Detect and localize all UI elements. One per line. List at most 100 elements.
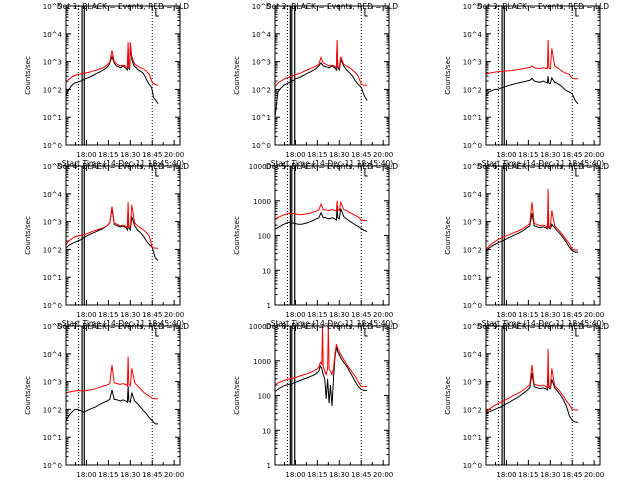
y-tick-label: 10^5	[463, 323, 482, 331]
detector-panel-8: 1 10 100 1000 10000 18:00 18:15 18:30 18:45 20:00…	[233, 322, 398, 480]
x-tick-label: 18:30	[120, 471, 140, 479]
y-axis-label: Counts/sec	[444, 376, 452, 415]
y-tick-label: 10^3	[463, 59, 482, 67]
y-tick-label: 10^3	[43, 59, 62, 67]
x-tick-label: 18:30	[120, 311, 140, 319]
y-tick-label: 10^4	[463, 31, 483, 39]
y-tick-label: 10^3	[43, 379, 62, 387]
corner-marker	[364, 168, 368, 177]
events-series-line	[275, 206, 368, 232]
x-tick-label: 18:15	[518, 471, 538, 479]
y-tick-label: 10^0	[463, 302, 482, 310]
y-tick-label: 10^3	[43, 219, 62, 227]
corner-marker	[575, 328, 579, 337]
x-tick-label: 18:45	[142, 471, 162, 479]
panel-title: Det 1: BLACK = Events, RED = LLD	[57, 2, 189, 11]
y-tick-label: 100	[258, 233, 271, 241]
y-tick-label: 10^4	[463, 351, 483, 359]
y-tick-label: 10^4	[463, 191, 483, 199]
events-series-line	[66, 208, 159, 261]
y-tick-label: 1000	[253, 198, 271, 206]
y-tick-label: 1000	[253, 358, 271, 366]
x-tick-label: 18:00	[285, 471, 305, 479]
y-tick-label: 10^2	[252, 86, 271, 94]
detector-panel-4: 10^010^110^210^310^410^518:00 18:15 18:30 1…	[24, 162, 189, 328]
x-tick-label: 18:15	[98, 151, 118, 159]
y-tick-label: 10^3	[252, 59, 271, 67]
panel-title: Det 5: BLACK = Events, RED = LLD	[266, 162, 398, 171]
events-series-line	[66, 385, 159, 425]
corner-marker	[364, 328, 368, 337]
x-tick-label: 18:15	[98, 311, 118, 319]
y-tick-label: 10000	[249, 323, 271, 331]
y-tick-label: 10000	[249, 163, 271, 171]
panel-title: Det 7: BLACK = Events, RED = LLD	[57, 322, 189, 331]
x-tick-label: 20:00	[164, 311, 184, 319]
x-tick-label: 18:00	[76, 471, 96, 479]
corner-marker	[155, 168, 159, 177]
panel-title: Det 9: BLACK = Events, RED = LLD	[477, 322, 609, 331]
events-series-line	[486, 368, 579, 423]
x-tick-label: 20:00	[373, 471, 393, 479]
corner-marker	[575, 8, 579, 17]
x-tick-label: 20:00	[584, 311, 604, 319]
lld-series-line	[275, 326, 368, 388]
y-tick-label: 10^2	[463, 406, 482, 414]
y-tick-label: 10^2	[463, 86, 482, 94]
x-axis-label: Start Time (14-Dec-11 18:45:40)	[62, 159, 184, 168]
x-axis-label: Start Time (14-Dec-11 18:45:40)	[62, 319, 184, 328]
x-tick-label: 18:00	[496, 311, 516, 319]
x-tick-label: 18:30	[540, 151, 560, 159]
x-tick-label: 18:15	[518, 151, 538, 159]
x-tick-label: 18:00	[285, 151, 305, 159]
x-tick-label: 18:00	[285, 311, 305, 319]
y-tick-label: 10^1	[252, 114, 271, 122]
y-axis-label: Counts/sec	[444, 56, 452, 95]
lld-series-line	[486, 39, 579, 80]
x-tick-label: 18:00	[76, 311, 96, 319]
plot-frame	[485, 5, 601, 146]
plot-frame	[485, 165, 601, 306]
x-tick-label: 20:00	[164, 471, 184, 479]
y-tick-label: 100	[258, 393, 271, 401]
panel-title: Det 6: BLACK = Events, RED = LLD	[477, 162, 609, 171]
x-tick-label: 18:45	[142, 151, 162, 159]
plot-frame	[274, 325, 390, 466]
y-tick-label: 10^4	[43, 351, 63, 359]
y-tick-label: 10^5	[43, 3, 62, 11]
x-tick-label: 18:15	[307, 151, 327, 159]
y-tick-label: 10^2	[463, 246, 482, 254]
x-tick-label: 20:00	[164, 151, 184, 159]
x-axis-label: Start Time (14-Dec-11 18:45:40)	[482, 159, 604, 168]
x-axis-label: Start Time (14-Dec-11 18:45:40)	[271, 159, 393, 168]
x-tick-label: 18:30	[329, 471, 349, 479]
y-axis-label: Counts/sec	[24, 56, 32, 95]
x-tick-label: 20:00	[584, 471, 604, 479]
y-tick-label: 10^3	[463, 219, 482, 227]
y-tick-label: 10^5	[43, 323, 62, 331]
x-tick-label: 18:45	[562, 471, 582, 479]
panel-title: Det 2: BLACK = Events, RED = LLD	[266, 2, 398, 11]
x-tick-label: 20:00	[584, 151, 604, 159]
y-tick-label: 10^0	[43, 302, 62, 310]
lld-series-line	[66, 356, 159, 400]
y-axis-label: Counts/sec	[233, 376, 241, 415]
detector-panel-7: 10^0 10^1 10^2 10^3 10^4 10^5 18:00 18:15 18:30 1…	[24, 322, 189, 480]
detector-panel-2: 10^010^110^210^310^410^518:00 18:15 18:30 1…	[233, 2, 398, 168]
y-tick-label: 10^1	[463, 114, 482, 122]
x-tick-label: 18:15	[518, 311, 538, 319]
y-tick-label: 1	[267, 462, 271, 470]
lld-series-line	[275, 39, 368, 88]
y-tick-label: 10^1	[463, 274, 482, 282]
lld-series-line	[275, 200, 368, 221]
lld-series-line	[486, 348, 579, 413]
y-tick-label: 10^2	[43, 406, 62, 414]
x-tick-label: 18:45	[142, 311, 162, 319]
lld-series-line	[486, 188, 579, 251]
x-tick-label: 20:00	[373, 311, 393, 319]
x-tick-label: 18:30	[540, 471, 560, 479]
events-series-line	[66, 48, 159, 105]
corner-marker	[155, 8, 159, 17]
events-series-line	[486, 213, 579, 253]
